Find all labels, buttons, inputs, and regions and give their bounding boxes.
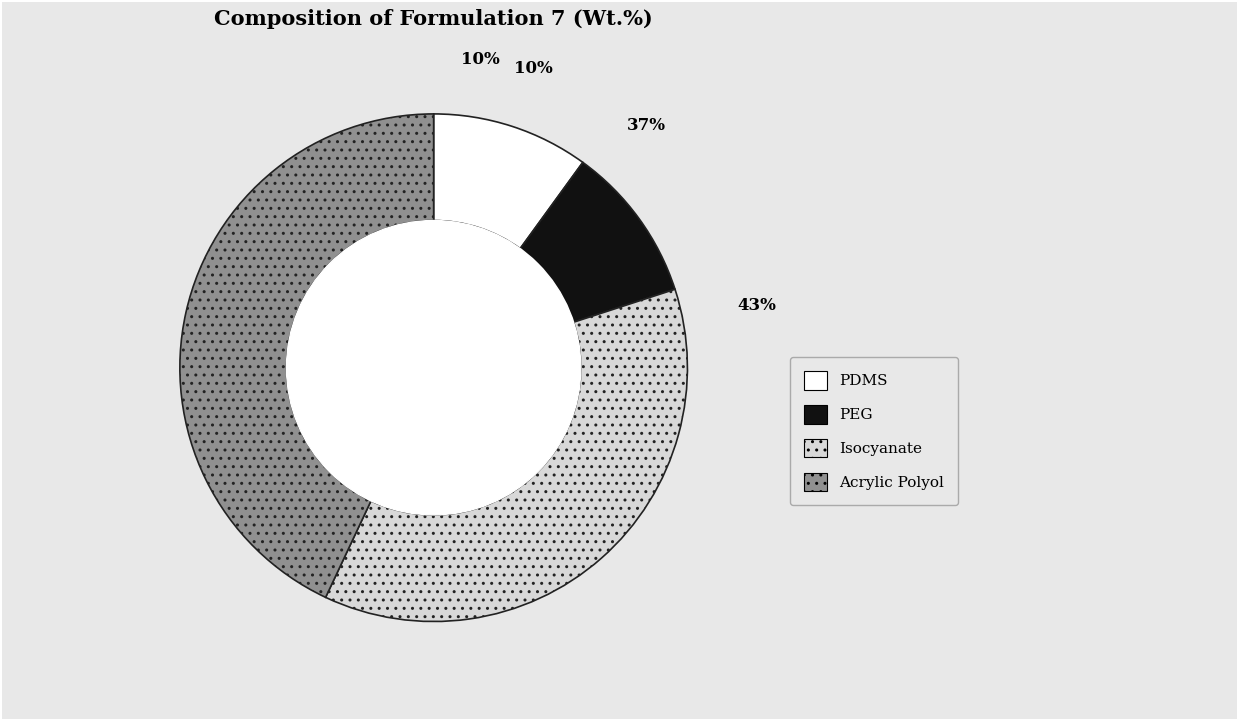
Legend: PDMS, PEG, Isocyanate, Acrylic Polyol: PDMS, PEG, Isocyanate, Acrylic Polyol bbox=[790, 357, 958, 505]
Text: 10%: 10% bbox=[514, 60, 553, 77]
Text: 37%: 37% bbox=[627, 117, 665, 134]
Text: 10%: 10% bbox=[461, 50, 499, 68]
Wedge shape bbox=[326, 289, 688, 622]
Circle shape bbox=[286, 221, 581, 515]
Wedge shape bbox=[434, 114, 582, 249]
Text: 43%: 43% bbox=[737, 298, 776, 314]
Wedge shape bbox=[180, 114, 434, 597]
Wedge shape bbox=[520, 162, 675, 322]
Title: Composition of Formulation 7 (Wt.%): Composition of Formulation 7 (Wt.%) bbox=[214, 9, 653, 30]
